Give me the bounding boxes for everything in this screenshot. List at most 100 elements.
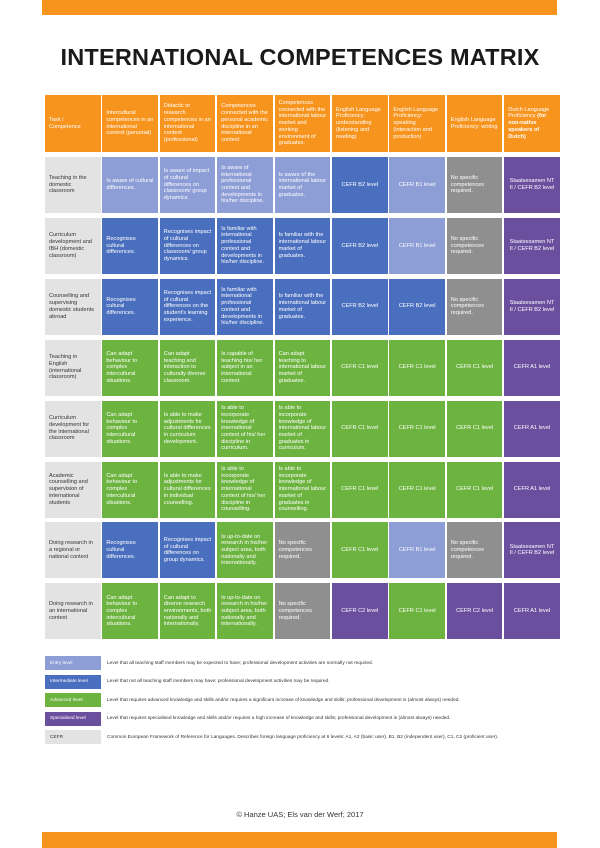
bottom-bar [42, 832, 557, 848]
header-label: Dutch Language Proficiency [508, 106, 550, 120]
task-cell: Curriculum development for the internati… [45, 400, 101, 457]
competence-cell: Recognises impact of cultural difference… [159, 522, 216, 579]
competence-cell: Is aware of the international labour mar… [274, 157, 331, 213]
competence-cell: Is capable of teaching his/ her subject … [217, 339, 273, 396]
competence-cell: CEFR C1 level [446, 461, 503, 518]
competence-cell: Is able to make adjustments for cultural… [159, 400, 216, 457]
competence-cell: Is familiar with international professio… [217, 278, 273, 335]
competence-cell: Can adapt behaviour to complex intercult… [102, 583, 158, 640]
competence-cell: Staatsexamen NT II / CEFR B2 level [504, 217, 560, 274]
competence-cell: Is able to incorporate knowledge of inte… [217, 461, 273, 518]
header-text: Dutch Language Proficiency (for non-nati… [508, 107, 556, 141]
header-text: Intercultural competences in an internat… [106, 110, 154, 137]
competence-cell: CEFR B2 level [389, 278, 445, 335]
competence-cell: Can adapt to diverse research environmen… [159, 583, 216, 640]
legend-swatch: Advanced level [45, 693, 101, 707]
footer: © Hanze UAS; Els van der Werf; 2017 [236, 810, 364, 819]
top-bar [42, 0, 557, 15]
competence-cell: Staatsexamen NT II / CEFR B2 level [504, 157, 560, 213]
competence-cell: No specific competences required. [446, 157, 503, 213]
task-cell: Curriculum development and IBH (domestic… [45, 217, 101, 274]
competence-cell: CEFR C1 level [389, 400, 445, 457]
task-cell: Teaching in English (international class… [45, 339, 101, 396]
competence-cell: CEFR A1 level [504, 339, 560, 396]
task-cell: Academic counselling and supervision of … [45, 461, 101, 518]
competence-cell: CEFR C1 level [446, 339, 503, 396]
competence-cell: Can adapt behaviour to complex intercult… [102, 461, 158, 518]
header-cell: English Language Proficiency: understand… [332, 95, 388, 152]
competence-cell: CEFR C1 level [389, 461, 445, 518]
competence-cell: No specific competences required. [446, 522, 503, 579]
header-label: English Language Proficiency: understand… [336, 106, 381, 140]
competence-cell: CEFR C1 level [332, 339, 388, 396]
competence-cell: CEFR C1 level [389, 339, 445, 396]
task-cell: Doing research in an international conte… [45, 583, 101, 640]
competence-cell: Is able to incorporate knowledge of inte… [274, 400, 331, 457]
header-label: Intercultural competences in an internat… [106, 110, 154, 137]
competence-cell: Can adapt teaching to international labo… [274, 339, 331, 396]
header-cell: Intercultural competences in an internat… [102, 95, 158, 152]
legend-text: Level that all teaching staff members ma… [107, 660, 374, 666]
competence-cell: CEFR C2 level [446, 583, 503, 640]
competence-cell: Recognises cultural differences. [102, 217, 158, 274]
competence-cell: Is aware of cultural differences. [102, 157, 158, 213]
competence-cell: Is aware of international professional c… [217, 157, 273, 213]
competence-cell: Is able to incorporate knowledge of inte… [274, 461, 331, 518]
competence-cell: CEFR C1 level [389, 583, 445, 640]
task-cell: Counselling and supervising domestic stu… [45, 278, 101, 335]
competence-cell: Is up-to-date on research in his/her sub… [217, 583, 273, 640]
header-text: Task / Competence [49, 117, 97, 130]
competence-cell: Staatsexamen NT II / CEFR B2 level [504, 522, 560, 579]
competence-cell: Is familiar with international professio… [217, 217, 273, 274]
competence-cell: No specific competences required. [446, 217, 503, 274]
competence-cell: CEFR C2 level [332, 583, 388, 640]
competence-cell: CEFR B1 level [389, 157, 445, 213]
header-label: Didactic or research competences in an i… [163, 103, 211, 143]
header-label: Competences connected with the internati… [278, 100, 327, 147]
competence-cell: CEFR B2 level [332, 278, 388, 335]
competence-cell: Is able to incorporate knowledge of inte… [217, 400, 273, 457]
competence-cell: CEFR A1 level [504, 400, 560, 457]
competence-cell: Is familiar with the international labou… [274, 278, 331, 335]
header-cell: English Language Proficiency: writing [446, 95, 503, 152]
competence-cell: Staatsexamen NT II / CEFR B2 level [504, 278, 560, 335]
header-note: (for non-native speakers of Dutch) [508, 113, 547, 140]
header-cell: Competences connected with the internati… [274, 95, 331, 152]
competence-cell: CEFR A1 level [504, 583, 560, 640]
task-cell: Doing research in a regional or national… [45, 522, 101, 579]
header-cell: English Language Proficiency: speaking (… [389, 95, 445, 152]
header-label: English Language Proficiency: speaking (… [393, 106, 439, 140]
competence-cell: No specific competences required. [274, 522, 331, 579]
competence-cell: CEFR B1 level [389, 217, 445, 274]
competence-cell: CEFR C1 level [446, 400, 503, 457]
competence-cell: No specific competences required. [274, 583, 331, 640]
title: INTERNATIONAL COMPETENCES MATRIX [60, 44, 540, 70]
competence-cell: CEFR C1 level [332, 522, 388, 579]
competence-cell: Is able to make adjustments for cultural… [159, 461, 216, 518]
legend-swatch: Intermediate level [45, 674, 101, 689]
competence-cell: Can adapt behaviour to complex intercult… [102, 400, 158, 457]
competence-cell: CEFR C1 level [332, 400, 388, 457]
header-text: Competences connected with the internati… [279, 100, 327, 147]
header-label: Competences connected with the personal … [221, 103, 269, 143]
header-cell: Didactic or research competences in an i… [159, 95, 216, 152]
competence-cell: CEFR B2 level [332, 217, 388, 274]
competence-cell: Is aware of impact of cultural differenc… [159, 157, 216, 213]
competence-cell: Recognises impact of cultural difference… [159, 217, 216, 274]
competence-cell: CEFR A1 level [504, 461, 560, 518]
header-cell: Task / Competence [45, 95, 101, 152]
competence-cell: CEFR B2 level [332, 157, 388, 213]
competence-cell: Recognises cultural differences. [102, 522, 158, 579]
competence-cell: CEFR B1 level [389, 522, 445, 579]
legend-text: Common European Framework of Reference f… [107, 734, 499, 740]
legend-swatch: Specialised level [45, 711, 101, 726]
header-label: Task / Competence [49, 116, 81, 130]
header-cell: Competences connected with the personal … [217, 95, 273, 152]
competence-cell: Can adapt teaching and interaction to cu… [159, 339, 216, 396]
header-text: Competences connected with the personal … [221, 103, 269, 143]
legend-text: Level that requires specialised knowledg… [107, 716, 451, 721]
header-cell: Dutch Language Proficiency (for non-nati… [504, 95, 560, 152]
header-text: Didactic or research competences in an i… [164, 103, 212, 143]
legend-text: Level that not all teaching staff member… [107, 679, 330, 684]
